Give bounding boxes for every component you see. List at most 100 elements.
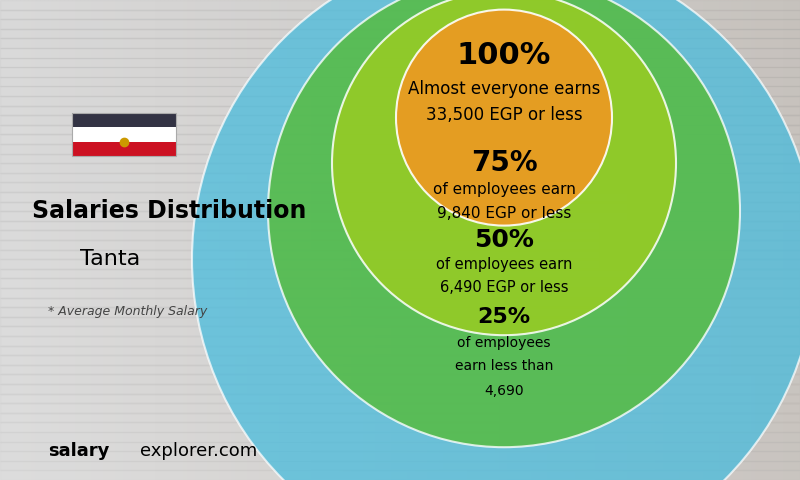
Bar (0, 125, 800, 134)
Bar (88, 0, 92, 480)
Text: explorer.com: explorer.com (140, 442, 258, 460)
Ellipse shape (268, 0, 740, 447)
Bar (56, 0, 60, 480)
Bar (0, 86, 800, 96)
Text: Almost everyone earns: Almost everyone earns (408, 80, 600, 98)
Bar (0, 288, 800, 298)
Bar (620, 0, 624, 480)
Bar (0, 10, 800, 19)
Bar (12, 0, 16, 480)
Bar (520, 0, 524, 480)
Bar (460, 0, 464, 480)
Bar (216, 0, 220, 480)
Bar (428, 0, 432, 480)
Bar (536, 0, 540, 480)
Bar (404, 0, 408, 480)
Bar (44, 0, 48, 480)
Text: Tanta: Tanta (80, 249, 140, 269)
Bar (0, 384, 800, 394)
Bar (712, 0, 716, 480)
Bar (176, 0, 180, 480)
Bar (312, 0, 316, 480)
Bar (724, 0, 728, 480)
Bar (664, 0, 668, 480)
Bar (388, 0, 392, 480)
Bar (0, 422, 800, 432)
Bar (0, 125, 800, 134)
Bar (0, 96, 800, 106)
Bar (0, 106, 800, 115)
Bar (672, 0, 676, 480)
Bar (748, 0, 752, 480)
Bar (432, 0, 436, 480)
Bar (516, 0, 520, 480)
Bar (0, 192, 800, 202)
Bar (0, 461, 800, 470)
Bar (604, 0, 608, 480)
Bar (456, 0, 460, 480)
Bar (0, 163, 800, 173)
Text: 4,690: 4,690 (484, 384, 524, 398)
Bar (0, 451, 800, 461)
Bar (0, 288, 800, 298)
Bar (152, 0, 156, 480)
Bar (480, 0, 484, 480)
Bar (0, 461, 800, 470)
Bar (356, 0, 360, 480)
Bar (72, 113, 176, 127)
Bar (0, 0, 800, 10)
Bar (540, 0, 544, 480)
Bar (256, 0, 260, 480)
Bar (464, 0, 468, 480)
Bar (636, 0, 640, 480)
Bar (512, 0, 516, 480)
Bar (0, 259, 800, 269)
Bar (704, 0, 708, 480)
Bar (0, 202, 800, 211)
Bar (708, 0, 712, 480)
Bar (180, 0, 184, 480)
Bar (72, 113, 176, 156)
Bar (72, 127, 176, 142)
Bar (484, 0, 488, 480)
Bar (716, 0, 720, 480)
Bar (0, 394, 800, 403)
Bar (164, 0, 168, 480)
Bar (0, 346, 800, 355)
Bar (592, 0, 596, 480)
Bar (492, 0, 496, 480)
Bar (0, 38, 800, 48)
Bar (52, 0, 56, 480)
Bar (640, 0, 644, 480)
Text: salary: salary (48, 442, 110, 460)
Ellipse shape (396, 10, 612, 226)
Bar (532, 0, 536, 480)
Bar (740, 0, 744, 480)
Ellipse shape (192, 0, 800, 480)
Bar (0, 96, 800, 106)
Bar (264, 0, 268, 480)
Bar (116, 0, 120, 480)
Bar (0, 355, 800, 365)
Bar (0, 240, 800, 250)
Bar (0, 211, 800, 221)
Bar (224, 0, 228, 480)
Bar (744, 0, 748, 480)
Bar (0, 144, 800, 154)
Bar (0, 154, 800, 163)
Bar (644, 0, 648, 480)
Bar (732, 0, 736, 480)
Bar (348, 0, 352, 480)
Bar (300, 0, 304, 480)
Bar (752, 0, 756, 480)
Bar (656, 0, 660, 480)
Bar (400, 0, 404, 480)
Bar (0, 432, 800, 442)
Bar (28, 0, 32, 480)
Bar (0, 77, 800, 86)
Bar (0, 250, 800, 259)
Text: Salaries Distribution: Salaries Distribution (32, 199, 306, 223)
Bar (0, 307, 800, 317)
Bar (0, 154, 800, 163)
Bar (108, 0, 112, 480)
